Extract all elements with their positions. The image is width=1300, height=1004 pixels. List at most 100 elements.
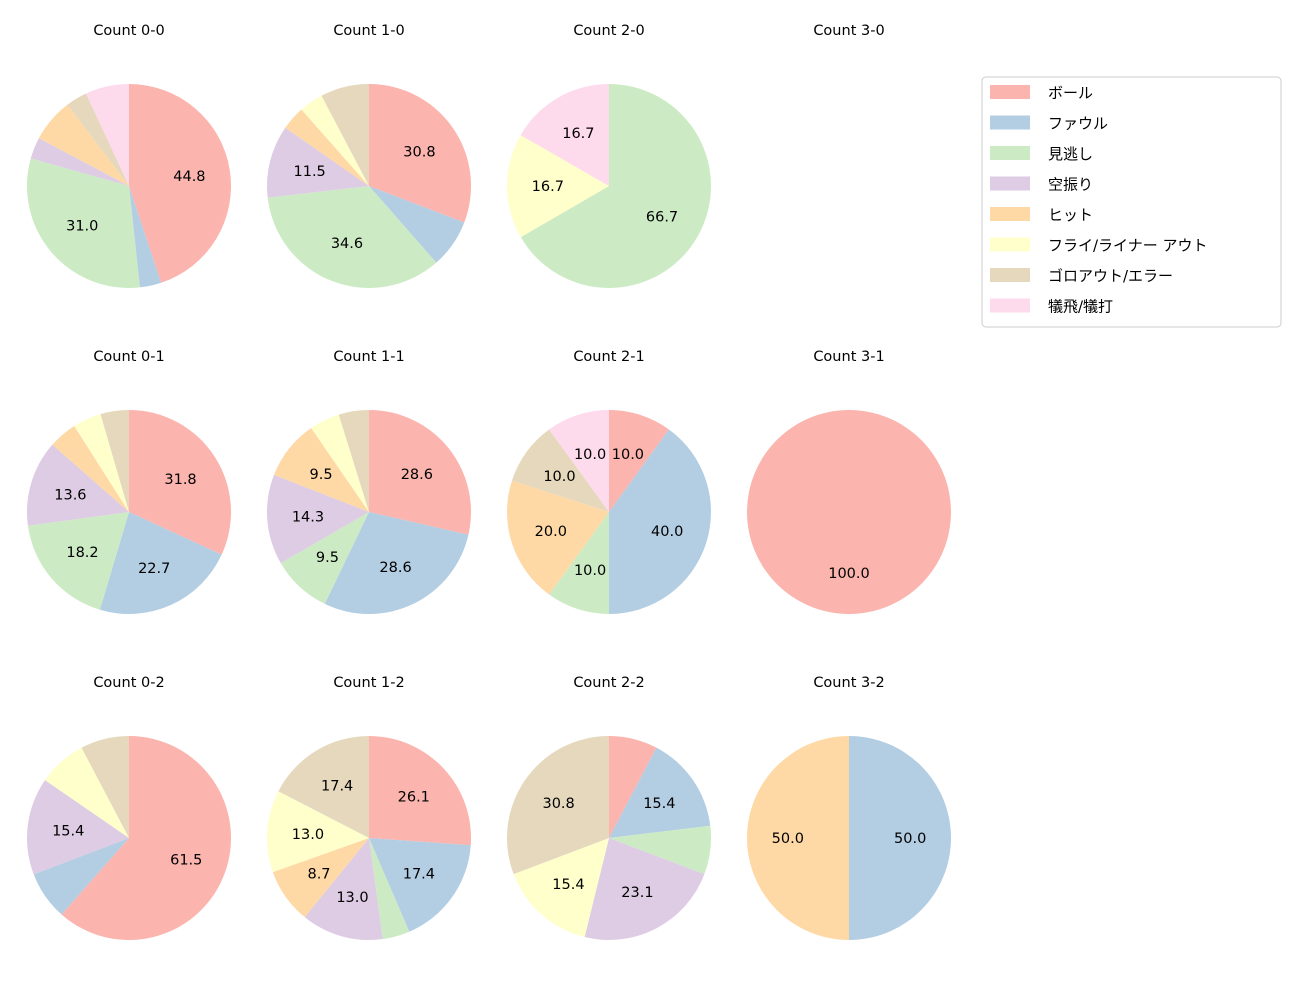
slice-label: 10.0 [543, 469, 575, 485]
slice-label: 10.0 [574, 563, 606, 579]
pie-slice [324, 512, 469, 614]
slice-label: 17.4 [321, 779, 353, 795]
slice-label: 66.7 [646, 210, 678, 226]
slice-label: 31.8 [164, 472, 196, 488]
legend-label: ボール [1048, 84, 1093, 102]
pie-slice [609, 736, 657, 838]
pie-slice [513, 838, 609, 938]
pie-title: Count 1-0 [333, 23, 404, 39]
slice-label: 16.7 [532, 179, 564, 195]
pie-slice [549, 512, 609, 614]
legend-label: 空振り [1048, 176, 1093, 194]
pie-slice [369, 838, 471, 932]
legend-label: 見逃し [1048, 145, 1093, 163]
slice-label: 30.8 [542, 796, 574, 812]
pie-slice [26, 158, 140, 288]
pie-slice [129, 186, 162, 288]
pie-title: Count 2-1 [573, 349, 644, 365]
pie-slice [26, 444, 130, 526]
pie-slice [747, 736, 849, 940]
slice-label: 40.0 [651, 524, 683, 540]
pie-slice [369, 186, 465, 263]
slice-label: 15.4 [552, 877, 584, 893]
slice-label: 10.0 [574, 447, 606, 463]
pie-slice [38, 104, 129, 186]
legend-box [981, 76, 1282, 328]
legend-swatch [990, 176, 1030, 191]
pie-slice [278, 736, 369, 838]
pie-title: Count 0-0 [93, 23, 164, 39]
pie-slice [100, 410, 129, 512]
pie-slice [369, 736, 471, 846]
pie-slice [280, 512, 369, 604]
pie-slice [67, 93, 129, 186]
pie-title: Count 2-2 [573, 675, 644, 691]
pie-slice [27, 512, 130, 610]
slice-label: 23.1 [621, 885, 653, 901]
pie-slice [321, 84, 369, 186]
pie-slice [99, 512, 222, 614]
pie-slice [304, 838, 383, 940]
pie-slice [44, 747, 129, 838]
slice-label: 28.6 [379, 560, 411, 576]
slice-label: 26.1 [398, 789, 430, 805]
legend-label: ゴロアウト/エラー [1048, 267, 1173, 285]
pie-title: Count 1-2 [333, 675, 404, 691]
pie-slice [273, 427, 369, 512]
pie-title: Count 3-1 [813, 349, 884, 365]
legend-label: フライ/ライナー アウト [1048, 237, 1208, 255]
legend-swatch [990, 85, 1030, 99]
pie-slice [267, 791, 369, 873]
pie-slice [30, 138, 129, 186]
pie-slice [26, 780, 129, 875]
pie-slice [81, 736, 129, 838]
slice-label: 100.0 [828, 566, 870, 582]
pie-slice [311, 414, 369, 512]
slice-label: 18.2 [66, 545, 98, 561]
slice-label: 28.6 [401, 467, 433, 483]
pie-slice [285, 109, 369, 186]
slice-label: 8.7 [307, 866, 330, 882]
slice-label: 14.3 [292, 510, 324, 526]
pie-slice [747, 410, 951, 614]
pie-slice [338, 410, 369, 512]
pie-slice [609, 429, 712, 614]
slice-label: 17.4 [403, 866, 435, 882]
pie-slice [129, 410, 231, 555]
slice-label: 31.0 [66, 219, 98, 235]
legend-label: 犠飛/犠打 [1048, 298, 1113, 316]
pie-title: Count 0-1 [93, 349, 164, 365]
slice-label: 50.0 [772, 831, 804, 847]
legend-swatch [990, 268, 1030, 282]
pie-slice [609, 747, 711, 838]
pie-slice [369, 838, 410, 940]
legend-swatch [990, 237, 1030, 252]
slice-label: 13.0 [292, 827, 324, 843]
pie-slice [520, 84, 609, 186]
pie-title: Count 3-0 [813, 23, 884, 39]
pie-slice [609, 410, 669, 512]
pie-slice [52, 425, 130, 512]
pie-slice [129, 84, 231, 283]
pie-slice [609, 825, 711, 875]
slice-label: 50.0 [894, 831, 926, 847]
pie-slice [507, 480, 609, 595]
pie-slice [33, 838, 129, 915]
pie-slice [267, 127, 369, 198]
slice-label: 30.8 [403, 144, 435, 160]
pie-title: Count 1-1 [333, 349, 404, 365]
legend-swatch [990, 207, 1030, 221]
pie-title: Count 2-0 [573, 23, 644, 39]
slice-label: 13.0 [336, 890, 368, 906]
slice-label: 44.8 [173, 169, 205, 185]
slice-label: 15.4 [643, 796, 675, 812]
slice-label: 16.7 [562, 126, 594, 142]
pie-slice [584, 838, 705, 940]
pie-slice [272, 838, 369, 918]
pie-slice [520, 84, 712, 289]
pie-slice [267, 186, 437, 288]
slice-label: 61.5 [170, 853, 202, 869]
pie-slice [86, 84, 129, 186]
